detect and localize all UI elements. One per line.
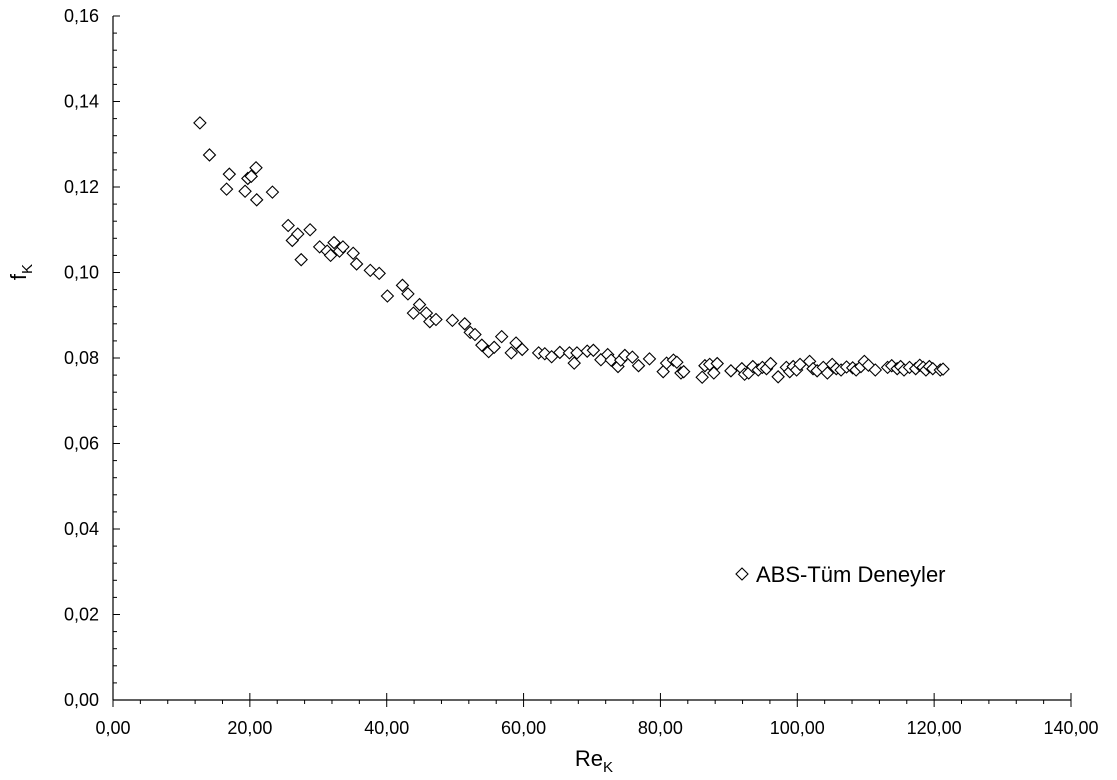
data-point bbox=[349, 257, 364, 271]
data-point bbox=[372, 266, 386, 281]
x-tick-label: 100,00 bbox=[770, 718, 825, 738]
data-point bbox=[303, 222, 317, 237]
x-tick-label: 0,00 bbox=[95, 718, 130, 738]
data-point bbox=[504, 346, 519, 360]
data-point bbox=[249, 160, 263, 175]
y-tick-label: 0,00 bbox=[64, 690, 99, 710]
y-tick-label: 0,08 bbox=[64, 348, 99, 368]
data-point bbox=[445, 313, 460, 328]
data-point bbox=[327, 235, 341, 250]
x-axis-title: ReK bbox=[575, 746, 613, 776]
data-point bbox=[290, 227, 305, 241]
data-point bbox=[567, 356, 581, 370]
y-tick-label: 0,12 bbox=[64, 177, 99, 197]
y-tick-label: 0,06 bbox=[64, 434, 99, 454]
data-point bbox=[395, 278, 410, 293]
data-point bbox=[707, 366, 721, 380]
data-point bbox=[238, 184, 252, 199]
data-point bbox=[475, 338, 489, 352]
x-tick-label: 80,00 bbox=[638, 718, 683, 738]
x-tick-label: 20,00 bbox=[227, 718, 272, 738]
data-point bbox=[406, 306, 421, 320]
y-tick-label: 0,10 bbox=[64, 263, 99, 283]
legend: ABS-Tüm Deneyler bbox=[735, 562, 946, 587]
data-point bbox=[219, 182, 234, 196]
data-point bbox=[631, 358, 646, 373]
data-point bbox=[429, 312, 443, 327]
data-point bbox=[625, 350, 640, 364]
data-point bbox=[336, 240, 350, 254]
plot-area bbox=[193, 116, 950, 385]
data-point bbox=[346, 246, 360, 261]
data-point bbox=[265, 185, 280, 199]
data-point bbox=[412, 297, 427, 312]
data-point bbox=[222, 167, 237, 181]
y-tick-label: 0,16 bbox=[64, 6, 99, 26]
x-tick-label: 120,00 bbox=[907, 718, 962, 738]
data-point bbox=[724, 364, 738, 378]
data-point bbox=[249, 193, 264, 207]
x-tick-label: 60,00 bbox=[501, 718, 546, 738]
y-tick-label: 0,04 bbox=[64, 519, 99, 539]
data-point bbox=[868, 363, 883, 377]
data-point bbox=[487, 340, 501, 355]
data-point bbox=[570, 346, 584, 360]
data-point bbox=[820, 366, 835, 380]
data-point bbox=[457, 317, 472, 331]
data-point bbox=[936, 362, 950, 376]
data-point bbox=[468, 327, 482, 342]
data-point bbox=[695, 370, 709, 385]
y-axis: 0,00 0,02 0,04 0,06 0,08 0,10 0,12 0,14 0,16 bbox=[64, 6, 120, 710]
data-point bbox=[202, 148, 217, 162]
data-point bbox=[193, 116, 207, 130]
data-point bbox=[380, 289, 395, 303]
data-point bbox=[586, 343, 601, 358]
data-point bbox=[323, 248, 338, 263]
data-point bbox=[710, 356, 725, 371]
data-point bbox=[553, 345, 567, 360]
data-point bbox=[244, 169, 259, 184]
y-tick-label: 0,02 bbox=[64, 605, 99, 625]
x-tick-label: 40,00 bbox=[364, 718, 409, 738]
legend-marker bbox=[735, 567, 749, 581]
data-point bbox=[494, 329, 509, 344]
data-point bbox=[676, 364, 691, 379]
data-point bbox=[604, 353, 618, 367]
legend-label: ABS-Tüm Deneyler bbox=[756, 562, 946, 587]
data-point bbox=[401, 287, 415, 301]
data-point bbox=[515, 342, 529, 357]
data-point bbox=[281, 218, 295, 233]
data-point bbox=[771, 370, 785, 384]
data-point bbox=[763, 356, 778, 371]
data-point bbox=[294, 252, 308, 267]
y-tick-label: 0,14 bbox=[64, 92, 99, 112]
x-tick-label: 140,00 bbox=[1043, 718, 1098, 738]
data-point bbox=[642, 352, 657, 366]
y-axis-title: fK bbox=[6, 264, 36, 280]
x-axis: 0,00 20,00 40,00 60,00 80,00 100,00 120,00 140,… bbox=[95, 693, 1099, 738]
data-point bbox=[670, 355, 684, 370]
